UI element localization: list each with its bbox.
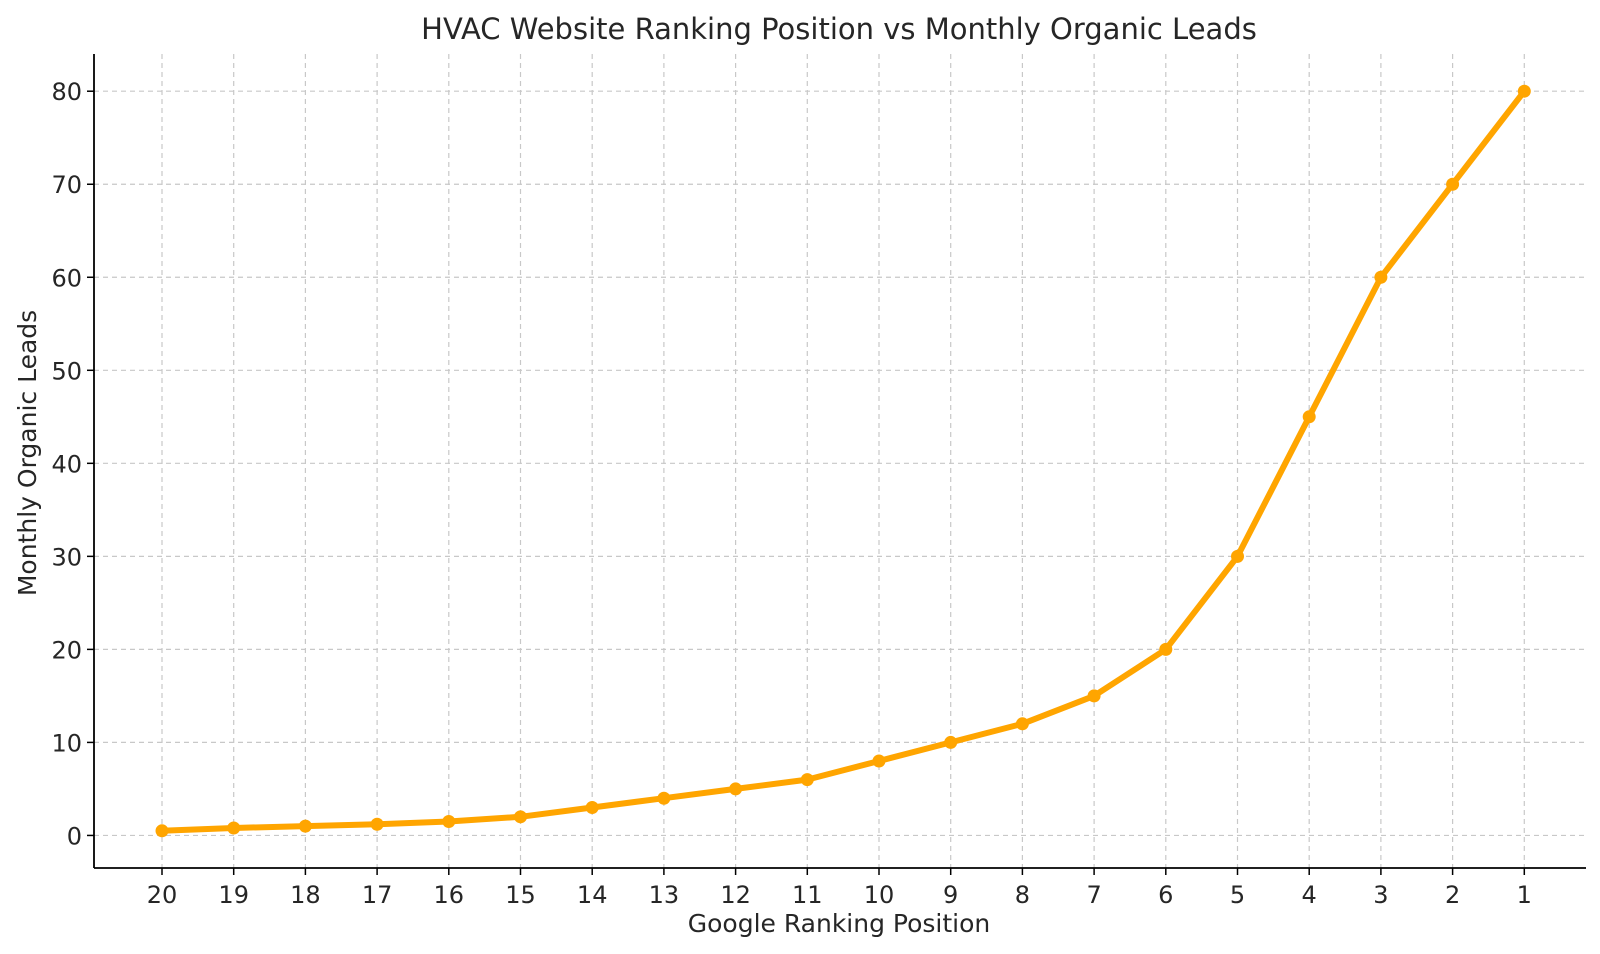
data-point xyxy=(1087,689,1101,703)
y-tick-label: 50 xyxy=(51,357,82,385)
series-layer xyxy=(155,84,1531,838)
x-axis-label: Google Ranking Position xyxy=(688,909,991,938)
x-tick-label: 4 xyxy=(1302,881,1317,909)
x-tick-label: 16 xyxy=(434,881,465,909)
series-line xyxy=(159,88,1528,834)
data-point xyxy=(1374,270,1388,284)
x-tick-label: 15 xyxy=(505,881,536,909)
x-tick-label: 2 xyxy=(1445,881,1460,909)
data-point xyxy=(1015,717,1029,731)
x-tick-label: 5 xyxy=(1230,881,1245,909)
x-tick-label: 8 xyxy=(1015,881,1030,909)
x-tick-label: 6 xyxy=(1158,881,1173,909)
axes xyxy=(93,54,1586,869)
data-point xyxy=(298,819,312,833)
data-point xyxy=(442,814,456,828)
x-tick-label: 10 xyxy=(864,881,895,909)
data-point xyxy=(155,824,169,838)
x-tick-label: 17 xyxy=(362,881,393,909)
y-tick-label: 60 xyxy=(51,264,82,292)
x-axis-ticks: 20 19 18 17 16 15 14 13 12 11 10 9 8 7 6 5 4 3 2 1 xyxy=(147,868,1532,909)
y-axis-ticks: 0 10 20 30 40 50 60 70 80 xyxy=(51,78,94,850)
x-tick-label: 14 xyxy=(577,881,608,909)
x-tick-label: 12 xyxy=(720,881,751,909)
x-tick-label: 19 xyxy=(218,881,249,909)
data-point xyxy=(800,773,814,787)
data-point xyxy=(370,817,384,831)
data-point xyxy=(1302,410,1316,424)
grid xyxy=(94,54,1586,868)
x-tick-label: 3 xyxy=(1373,881,1388,909)
data-point xyxy=(1517,84,1531,98)
x-tick-label: 9 xyxy=(943,881,958,909)
data-point xyxy=(1159,642,1173,656)
data-point xyxy=(657,791,671,805)
chart-title: HVAC Website Ranking Position vs Monthly… xyxy=(421,12,1257,46)
x-tick-label: 13 xyxy=(649,881,680,909)
data-point xyxy=(729,782,743,796)
x-tick-label: 18 xyxy=(290,881,321,909)
x-tick-label: 20 xyxy=(147,881,178,909)
data-point xyxy=(585,801,599,815)
x-tick-label: 1 xyxy=(1517,881,1532,909)
y-tick-label: 0 xyxy=(67,822,82,850)
y-tick-label: 80 xyxy=(51,78,82,106)
data-point xyxy=(1231,549,1244,563)
y-tick-label: 20 xyxy=(51,636,82,664)
data-point xyxy=(1446,177,1460,191)
data-point xyxy=(227,821,241,835)
y-axis-label: Monthly Organic Leads xyxy=(13,310,42,596)
y-tick-label: 70 xyxy=(51,171,82,199)
data-point xyxy=(872,754,886,768)
x-tick-label: 11 xyxy=(792,881,823,909)
data-point xyxy=(514,810,527,824)
y-tick-label: 40 xyxy=(51,450,82,478)
data-point xyxy=(944,735,958,749)
y-tick-label: 10 xyxy=(51,729,82,757)
y-tick-label: 30 xyxy=(51,543,82,571)
x-tick-label: 7 xyxy=(1086,881,1101,909)
